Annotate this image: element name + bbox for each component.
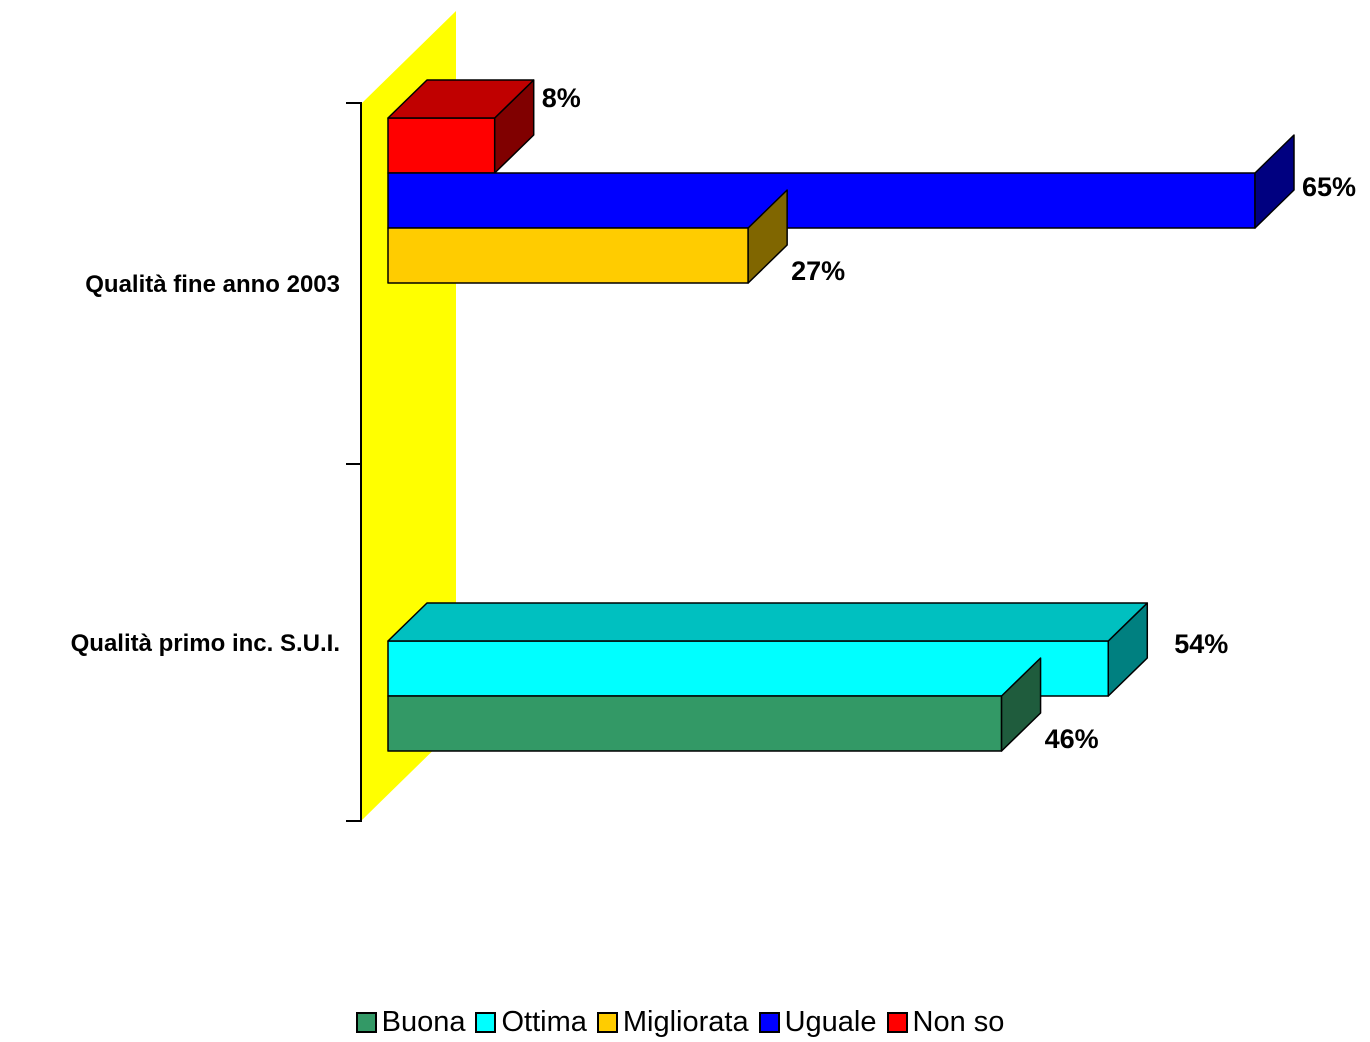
bar-chart: Qualità fine anno 2003 Qualità primo inc… [71, 11, 1356, 822]
bar-top-non-so [387, 79, 535, 119]
legend-swatch-migliorata [596, 1012, 618, 1033]
bar-side-migliorata [747, 189, 788, 284]
data-label-uguale: 65% [1302, 172, 1356, 202]
bar-uguale [387, 134, 1295, 229]
category-axis [346, 102, 362, 822]
bars-layer [387, 79, 1295, 752]
bar-side-uguale [1254, 134, 1295, 229]
legend-swatch-non-so [886, 1012, 908, 1033]
bar-front-migliorata [387, 227, 749, 284]
data-label-ottima: 54% [1174, 629, 1228, 659]
bar-non-so [387, 79, 535, 174]
bar-ottima [387, 602, 1149, 697]
legend-item-non-so: Non so [886, 1006, 1005, 1039]
legend-item-uguale: Uguale [758, 1006, 877, 1039]
bar-front-uguale [387, 172, 1256, 229]
legend-label-non-so: Non so [912, 1006, 1005, 1038]
bar-migliorata [387, 189, 788, 284]
data-label-buona: 46% [1045, 724, 1099, 754]
legend-label-buona: Buona [381, 1006, 466, 1038]
data-label-non-so: 8% [542, 83, 581, 113]
legend-item-ottima: Ottima [475, 1006, 587, 1039]
legend-swatch-buona [355, 1012, 377, 1033]
legend: Buona Ottima Migliorata Uguale Non so [0, 1006, 1370, 1039]
legend-swatch-uguale [758, 1012, 780, 1033]
legend-label-migliorata: Migliorata [622, 1006, 749, 1038]
legend-swatch-ottima [475, 1012, 497, 1033]
category-label-qualita-primo-inc: Qualità primo inc. S.U.I. [71, 630, 340, 657]
data-label-migliorata: 27% [791, 256, 845, 286]
bar-front-ottima [387, 640, 1110, 697]
legend-item-buona: Buona [355, 1006, 466, 1039]
legend-item-migliorata: Migliorata [596, 1006, 749, 1039]
bar-front-non-so [387, 117, 496, 174]
category-label-qualita-fine-anno-2003: Qualità fine anno 2003 [85, 271, 340, 298]
bar-side-buona [1000, 657, 1042, 752]
legend-label-ottima: Ottima [501, 1006, 587, 1038]
bar-top-ottima [387, 602, 1149, 642]
bar-front-buona [387, 695, 1003, 752]
bar-buona [387, 657, 1042, 752]
legend-label-uguale: Uguale [784, 1006, 877, 1038]
